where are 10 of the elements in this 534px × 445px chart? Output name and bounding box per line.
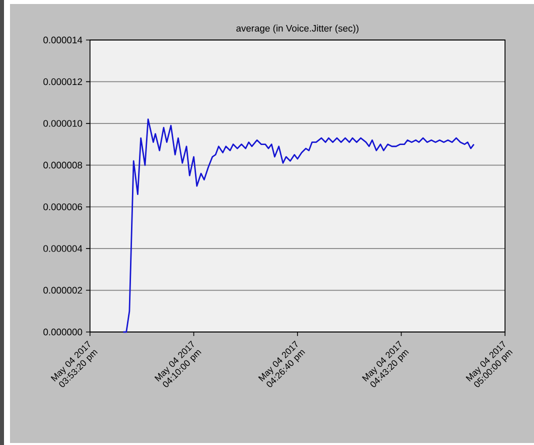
y-tick-label: 0.000002 <box>43 286 82 294</box>
y-tick-label: 0.000006 <box>43 204 82 210</box>
y-tick-label: 0.000008 <box>43 162 82 168</box>
chart-title: average (in Voice.Jitter (sec)) <box>236 24 358 34</box>
y-tick-label: 0.000010 <box>43 120 82 127</box>
line-series <box>122 118 475 333</box>
y-tick-label: 0.000012 <box>43 78 82 86</box>
y-tick-label: 0.000014 <box>43 36 82 44</box>
y-tick-label: 0.000004 <box>43 245 82 252</box>
y-tick-label: 0.000000 <box>43 328 82 336</box>
